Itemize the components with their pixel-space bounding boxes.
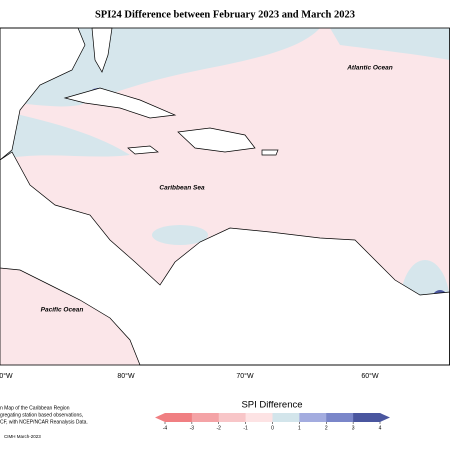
longitude-label: 80°W: [117, 372, 135, 380]
colorbar-tick-label: -2: [217, 425, 222, 431]
colorbar-segment: [299, 413, 327, 422]
anomaly-area: [152, 225, 208, 245]
land: [127, 145, 159, 155]
land: [261, 149, 279, 156]
colorbar-tick-label: 2: [325, 425, 328, 431]
colorbar-segment: [245, 413, 273, 422]
colorbar-segment: [165, 413, 193, 422]
colorbar-tick-label: 1: [298, 425, 301, 431]
ocean-label: Atlantic Ocean: [346, 65, 393, 72]
sea-label: Caribbean Sea: [159, 185, 205, 192]
longitude-label: 70°W: [236, 372, 254, 380]
longitude-label: 0°W: [0, 372, 13, 380]
colorbar-tick-label: -3: [190, 425, 195, 431]
colorbar-tick-label: -1: [243, 425, 248, 431]
colorbar-segment: [218, 413, 246, 422]
footer-line: CF, with NCEP/NCAR Reanalysis Data.: [0, 419, 88, 425]
colorbar-segment: [272, 413, 300, 422]
land: [0, 151, 450, 366]
land: [177, 127, 256, 153]
footer-credit: CIMH March-2023: [4, 434, 41, 439]
anomaly-area: [330, 28, 450, 60]
colorbar-arrow: [155, 413, 165, 422]
footer-line: gregating station based observations,: [0, 412, 83, 418]
colorbar: -4 -3 -2 -1 0 1 2 3 4: [155, 413, 390, 431]
longitude-labels: 0°W 80°W 70°W 60°W: [0, 372, 379, 380]
colorbar-tick-label: 4: [379, 425, 382, 431]
colorbar-tick-label: 3: [352, 425, 355, 431]
colorbar-tick-label: 0: [271, 425, 274, 431]
footer: n Map of the Caribbean Region gregating …: [0, 405, 88, 439]
colorbar-segment: [191, 413, 220, 422]
footer-line: n Map of the Caribbean Region: [0, 405, 70, 411]
colorbar-arrow: [380, 413, 390, 422]
longitude-label: 60°W: [361, 372, 379, 380]
colorbar-tick-label: -4: [163, 425, 168, 431]
ocean-label: Pacific Ocean: [41, 307, 84, 314]
map-title: SPI24 Difference between February 2023 a…: [95, 9, 355, 20]
land: [0, 27, 86, 161]
legend-title: SPI Difference: [241, 400, 302, 411]
map: Atlantic Ocean Caribbean Sea Pacific Oce…: [0, 27, 450, 366]
land: [63, 87, 177, 119]
anomaly-area: [0, 110, 130, 160]
colorbar-segment: [353, 413, 381, 422]
colorbar-segment: [326, 413, 354, 422]
